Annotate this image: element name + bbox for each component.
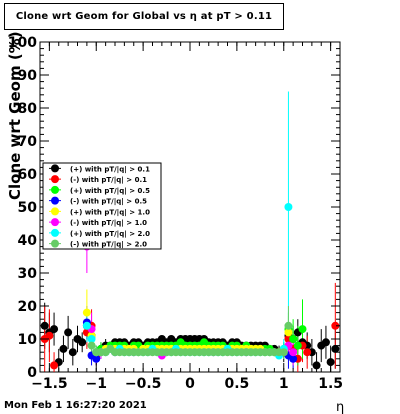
point-s0-p58 xyxy=(312,361,321,370)
legend-marker-2 xyxy=(51,185,59,194)
legend-label-1: (-) with pT/|q| > 0.1 xyxy=(70,176,147,185)
legend-box xyxy=(42,162,162,250)
point-s1-p1 xyxy=(45,331,54,340)
legend-marker-7 xyxy=(51,239,59,248)
tick-labels: −1.5 −1 −0.5 0 0.5 1 1.5 0 10 20 30 40 50 60 70 80 90 100 xyxy=(8,35,343,392)
y-tick-label-6: 60 xyxy=(18,167,38,183)
legend-label-4: (+) with pT/|q| > 1.0 xyxy=(70,208,150,217)
data-points xyxy=(40,203,340,370)
y-tick-label-3: 30 xyxy=(18,266,38,282)
timestamp: Mon Feb 1 16:27:20 2021 xyxy=(4,400,147,411)
axis-ticks xyxy=(39,41,341,373)
point-s1-p10 xyxy=(303,348,312,357)
y-tick-label-7: 70 xyxy=(18,134,38,150)
point-s0-p8 xyxy=(78,338,87,347)
legend-entries: (+) with pT/|q| > 0.1 (-) with pT/|q| > 0… xyxy=(49,164,150,250)
y-tick-label-4: 40 xyxy=(18,233,38,249)
point-s4-p0 xyxy=(82,308,91,317)
y-tick-label-1: 10 xyxy=(18,332,38,348)
legend-marker-5 xyxy=(51,218,59,227)
point-s7-p42 xyxy=(284,321,293,330)
y-tick-label-8: 80 xyxy=(18,101,38,117)
point-s0-p4 xyxy=(59,344,68,353)
legend-label-6: (+) with pT/|q| > 2.0 xyxy=(70,230,150,239)
point-s3-p7 xyxy=(289,354,298,363)
point-s4-p43 xyxy=(284,328,293,337)
point-s0-p60 xyxy=(321,338,330,347)
legend-marker-1 xyxy=(51,175,59,184)
legend-label-2: (+) with pT/|q| > 0.5 xyxy=(70,187,150,196)
point-s3-p2 xyxy=(92,354,101,363)
point-s6-p43 xyxy=(284,203,293,211)
y-tick-label-9: 90 xyxy=(18,68,38,84)
x-tick-label-1: −1 xyxy=(86,376,107,392)
x-tick-label-6: 1.5 xyxy=(318,376,343,392)
legend-label-0: (+) with pT/|q| > 0.1 xyxy=(70,165,150,174)
point-s1-p11 xyxy=(331,321,340,330)
point-s0-p62 xyxy=(331,344,340,353)
point-s2-p43 xyxy=(289,335,298,343)
x-tick-label-2: −0.5 xyxy=(125,376,162,392)
legend-marker-3 xyxy=(51,196,59,205)
point-s0-p5 xyxy=(64,328,73,337)
point-s0-p6 xyxy=(68,348,77,357)
point-s0-p61 xyxy=(326,358,335,367)
point-s2-p45 xyxy=(298,325,307,334)
legend-marker-0 xyxy=(51,164,59,173)
chart-title: Clone wrt Geom for Global vs η at pT > 0… xyxy=(4,3,284,30)
x-tick-label-0: −1.5 xyxy=(31,376,68,392)
y-tick-label-0: 0 xyxy=(27,365,37,381)
point-s0-p2 xyxy=(50,325,59,334)
legend-marker-4 xyxy=(51,207,59,216)
y-tick-label-2: 20 xyxy=(18,299,38,315)
y-tick-label-5: 50 xyxy=(18,200,38,216)
point-s1-p2 xyxy=(50,361,59,370)
legend-label-3: (-) with pT/|q| > 0.5 xyxy=(70,198,147,207)
point-s7-p41 xyxy=(279,348,288,357)
x-axis-label: η xyxy=(336,400,344,414)
x-tick-label-4: 0.5 xyxy=(224,376,249,392)
point-s7-p0 xyxy=(87,341,96,350)
legend-marker-6 xyxy=(51,228,59,237)
point-s5-p9 xyxy=(289,348,298,357)
x-tick-label-3: 0 xyxy=(185,376,195,392)
y-tick-label-10: 100 xyxy=(8,35,37,51)
legend-label-5: (-) with pT/|q| > 1.0 xyxy=(70,219,147,228)
legend-label-7: (-) with pT/|q| > 2.0 xyxy=(70,241,147,250)
point-s6-p1 xyxy=(87,335,96,343)
point-s6-p0 xyxy=(82,321,91,330)
point-s2-p44 xyxy=(293,341,302,350)
legend: (+) with pT/|q| > 0.1 (-) with pT/|q| > 0… xyxy=(42,162,162,250)
x-tick-label-5: 1 xyxy=(279,376,289,392)
y-axis-label: Clone wrt Geom (%) xyxy=(6,31,24,200)
point-s0-p0 xyxy=(40,321,49,330)
